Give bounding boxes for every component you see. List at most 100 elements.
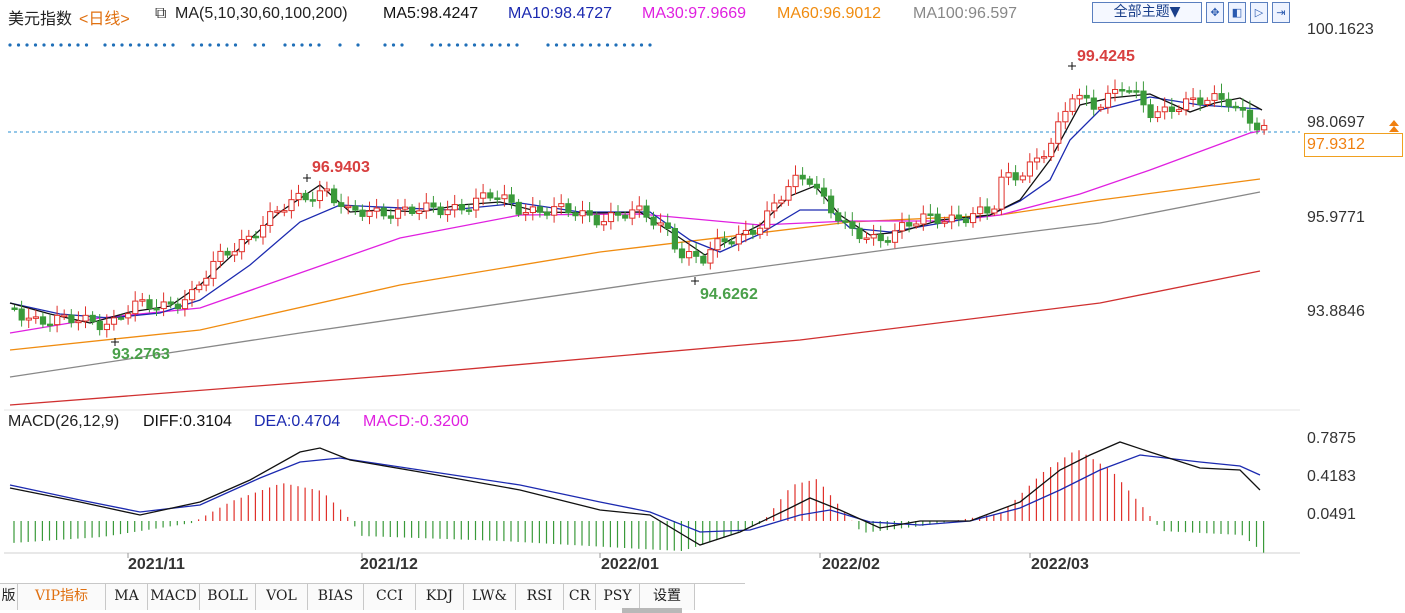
theme-button[interactable]: 全部主题▼ bbox=[1092, 2, 1202, 23]
candle-up bbox=[1175, 109, 1183, 112]
signal-dot bbox=[137, 43, 141, 47]
candle-down bbox=[1197, 97, 1204, 105]
tab-version[interactable]: 版 bbox=[0, 584, 18, 610]
tab-settings[interactable]: 设置 bbox=[640, 584, 695, 610]
candle-down bbox=[572, 212, 579, 217]
signal-dot bbox=[50, 43, 55, 47]
candle-up bbox=[600, 221, 607, 226]
signal-dot bbox=[338, 43, 342, 47]
tab-psy[interactable]: PSY bbox=[596, 584, 640, 610]
candle-up bbox=[54, 314, 61, 326]
candle-down bbox=[430, 202, 437, 208]
candle-up bbox=[1154, 111, 1161, 119]
ma-settings-label[interactable]: MA(5,10,30,60,100,200) bbox=[175, 5, 348, 22]
candle-up bbox=[125, 313, 132, 319]
candle-down bbox=[1090, 97, 1097, 110]
candle-up bbox=[1261, 124, 1268, 131]
macd-axis-label: 0.4183 bbox=[1307, 468, 1356, 485]
next-icon[interactable]: ▷ bbox=[1250, 2, 1268, 23]
signal-dot bbox=[8, 43, 12, 47]
candle-up bbox=[160, 301, 167, 310]
candle-down bbox=[984, 206, 991, 214]
signal-dot bbox=[261, 43, 266, 47]
candle-up bbox=[1048, 142, 1055, 158]
tab-vol[interactable]: VOL bbox=[256, 584, 308, 610]
candle-up bbox=[707, 249, 714, 264]
date-axis-label: 2022/01 bbox=[601, 556, 659, 573]
macd-params[interactable]: MACD(26,12,9) bbox=[8, 413, 120, 430]
candle-up bbox=[110, 317, 118, 325]
candle-up bbox=[32, 316, 39, 319]
candle-up bbox=[451, 204, 458, 211]
candle-up bbox=[281, 210, 288, 213]
signal-dot bbox=[145, 43, 150, 47]
tab-bias[interactable]: BIAS bbox=[308, 584, 364, 610]
candle-down bbox=[302, 192, 309, 201]
candle-down bbox=[309, 199, 316, 202]
candle-up bbox=[132, 300, 139, 315]
candle-down bbox=[1126, 90, 1133, 93]
candle-up bbox=[501, 194, 508, 200]
signal-dot bbox=[317, 43, 321, 47]
candle-up bbox=[25, 317, 32, 321]
candle-down bbox=[465, 209, 473, 212]
candle-up bbox=[295, 192, 302, 201]
signal-dot bbox=[67, 43, 72, 47]
candle-up bbox=[103, 323, 111, 331]
signal-dot bbox=[464, 43, 468, 47]
candle-down bbox=[565, 203, 572, 214]
tab-macd[interactable]: MACD bbox=[148, 584, 200, 610]
chart-type-icon[interactable]: ⧉ bbox=[155, 5, 167, 22]
price-up-arrow-icon bbox=[1389, 120, 1399, 126]
candle-down bbox=[18, 308, 25, 321]
tab-cr[interactable]: CR bbox=[564, 584, 596, 610]
signal-dot bbox=[128, 43, 133, 47]
candle-up bbox=[203, 277, 210, 286]
period-selector[interactable]: <日线> bbox=[79, 11, 130, 28]
end-icon[interactable]: ⇥ bbox=[1272, 2, 1290, 23]
zoom-icon[interactable]: ✥ bbox=[1206, 2, 1224, 23]
signal-dot bbox=[25, 43, 29, 47]
macd-diff-line bbox=[9, 441, 1261, 546]
date-axis-label: 2022/02 bbox=[822, 556, 880, 573]
tab-vip-indicator[interactable]: VIP指标 bbox=[18, 584, 106, 610]
scrollbar-thumb[interactable] bbox=[622, 608, 682, 613]
candle-up bbox=[1055, 121, 1062, 144]
candle-down bbox=[820, 187, 828, 197]
candle-up bbox=[948, 214, 955, 223]
signal-dot bbox=[515, 43, 519, 47]
tab-rsi[interactable]: RSI bbox=[516, 584, 564, 610]
candle-down bbox=[1239, 107, 1247, 111]
candle-up bbox=[1211, 93, 1218, 101]
candle-down bbox=[1083, 94, 1090, 99]
candle-down bbox=[678, 248, 686, 259]
candle-up bbox=[792, 174, 799, 188]
chart-controls: 全部主题▼ ✥ ◧ ▷ ⇥ bbox=[1092, 2, 1290, 24]
tab-kdj[interactable]: KDJ bbox=[416, 584, 464, 610]
candle-up bbox=[1005, 172, 1012, 178]
candle-down bbox=[1147, 104, 1154, 119]
prev-icon[interactable]: ◧ bbox=[1228, 2, 1246, 23]
tab-lw[interactable]: LW& bbox=[464, 584, 516, 610]
candle-up bbox=[61, 314, 68, 318]
signal-dot bbox=[546, 43, 550, 47]
candle-down bbox=[387, 215, 394, 219]
tab-cci[interactable]: CCI bbox=[364, 584, 416, 610]
price-axis-label: 98.0697 bbox=[1307, 114, 1365, 131]
macd-value: MACD:-0.3200 bbox=[363, 413, 469, 430]
tab-ma[interactable]: MA bbox=[106, 584, 148, 610]
ma200-line bbox=[9, 270, 1261, 406]
candle-up bbox=[977, 206, 984, 215]
signal-dot bbox=[563, 43, 567, 47]
candle-down bbox=[835, 212, 842, 222]
candle-up bbox=[579, 210, 586, 217]
candle-down bbox=[934, 213, 941, 224]
candle-down bbox=[906, 222, 913, 227]
candle-up bbox=[1097, 106, 1105, 110]
price-up-arrow-icon bbox=[1389, 126, 1399, 132]
candle-down bbox=[515, 201, 522, 215]
candle-up bbox=[1183, 98, 1190, 111]
candle-down bbox=[1168, 106, 1176, 112]
tab-boll[interactable]: BOLL bbox=[200, 584, 256, 610]
